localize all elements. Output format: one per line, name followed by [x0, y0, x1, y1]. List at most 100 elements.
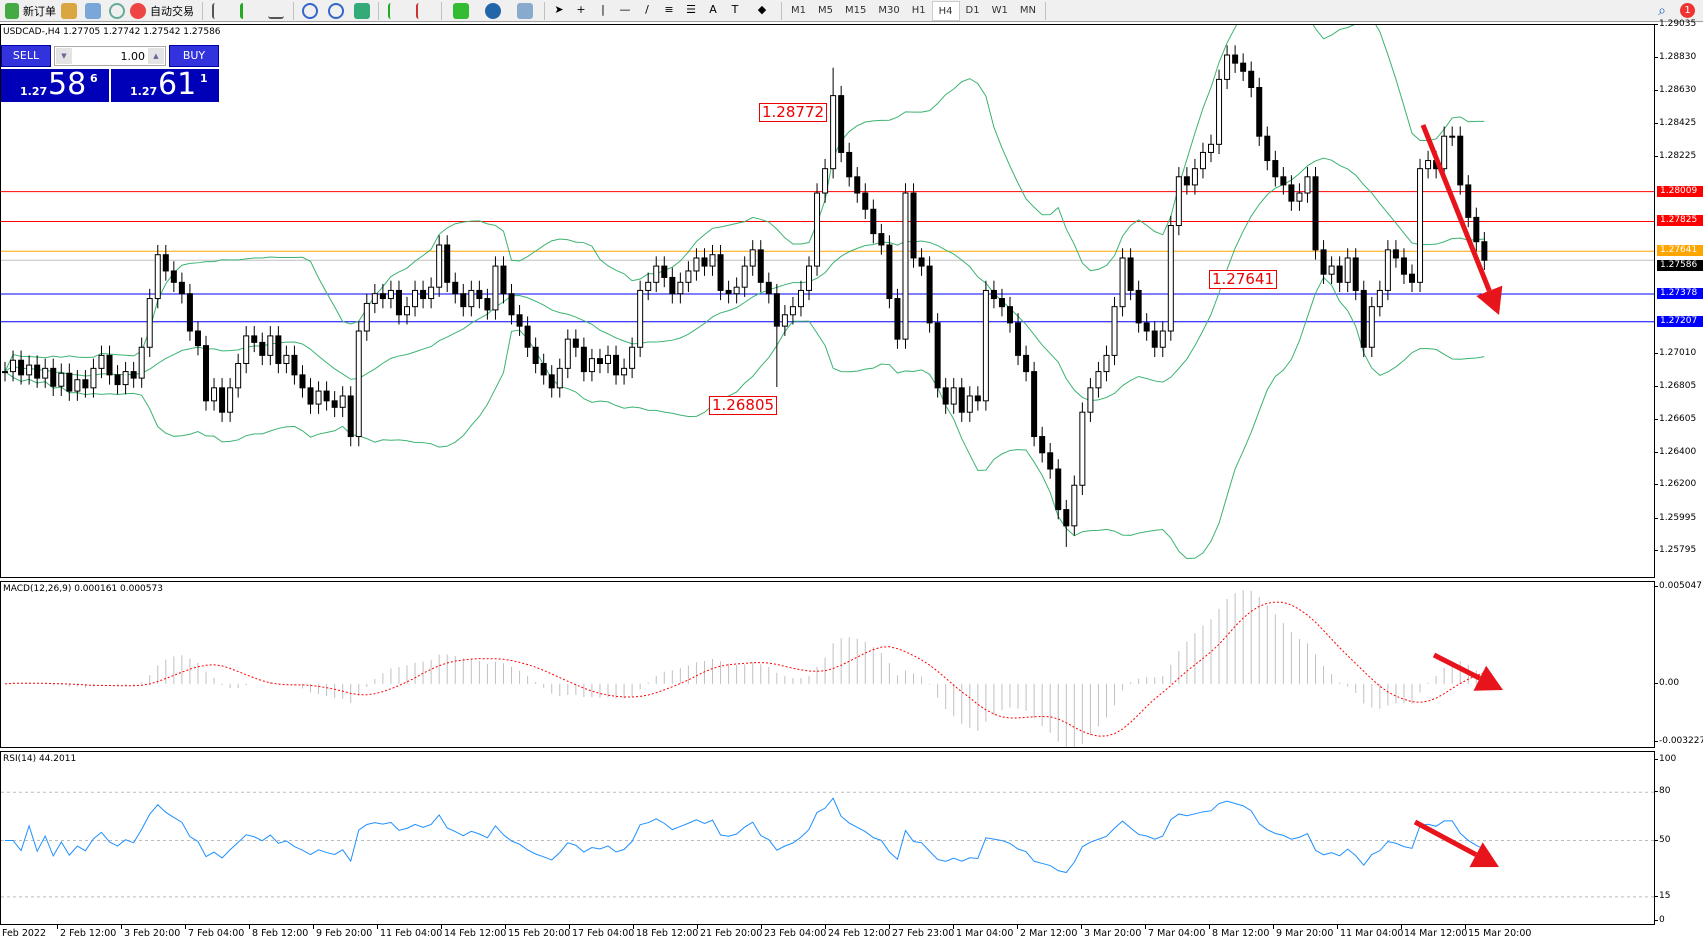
candle: [492, 256, 499, 320]
horizontal-line-icon[interactable]: —: [619, 2, 631, 16]
text-label-icon[interactable]: T: [731, 2, 739, 16]
candle: [1296, 183, 1303, 211]
candle-body: [789, 306, 796, 316]
candle-body: [516, 314, 523, 327]
candle: [814, 183, 821, 276]
candle: [653, 256, 660, 293]
candle-body: [1039, 436, 1046, 454]
candle: [154, 244, 161, 309]
candlestick-icon[interactable]: [240, 2, 256, 19]
price-chart[interactable]: USDCAD-,H4 1.27705 1.27742 1.27542 1.275…: [0, 24, 1655, 578]
candle: [1441, 126, 1448, 179]
candle: [677, 272, 684, 304]
timeframe-mn[interactable]: MN: [1019, 4, 1036, 16]
candle-body: [677, 281, 684, 295]
market-watch-icon[interactable]: [61, 2, 77, 19]
candle-body: [588, 358, 595, 373]
macd-tick: 0.005047: [1654, 581, 1702, 591]
buy-price[interactable]: 1.27 61 1: [111, 67, 219, 102]
candle: [291, 345, 298, 385]
shapes-icon[interactable]: ◆: [757, 2, 767, 16]
trend-arrow-shaft: [1420, 124, 1492, 292]
rsi-panel[interactable]: RSI(14) 44.2011: [0, 751, 1655, 925]
buy-button[interactable]: BUY: [169, 45, 219, 67]
candle-body: [66, 372, 73, 392]
timeframe-m15[interactable]: M15: [845, 4, 867, 16]
timeframe-m30[interactable]: M30: [878, 4, 900, 16]
candle: [1400, 248, 1407, 284]
timeframe-m1[interactable]: M1: [791, 4, 806, 16]
indicators-icon[interactable]: [453, 2, 469, 19]
candle: [1055, 459, 1062, 520]
candle-body: [982, 289, 989, 402]
vertical-line-icon[interactable]: |: [601, 2, 605, 16]
signals-icon[interactable]: [109, 2, 125, 19]
separator: [544, 1, 545, 20]
candle-body: [1417, 168, 1424, 283]
candle: [942, 378, 949, 414]
navigator-icon[interactable]: [85, 2, 101, 19]
notification-badge[interactable]: 1: [1680, 3, 1695, 18]
sell-button[interactable]: SELL: [1, 45, 51, 67]
candle-body: [162, 254, 169, 272]
timeframe-bar: M1 M5 M15 M30 H1 H4 D1 W1 MN: [785, 0, 1042, 21]
lot-increase-button[interactable]: ▲: [148, 48, 164, 64]
candle-body: [966, 395, 973, 413]
timeframe-h1[interactable]: H1: [911, 4, 926, 16]
timeframe-d1[interactable]: D1: [965, 4, 980, 16]
fibo-levels-icon[interactable]: ☰: [686, 2, 696, 16]
cursor-icon[interactable]: ➤: [554, 2, 564, 16]
auto-trading-button[interactable]: 自动交易: [125, 1, 199, 21]
chart-shift-icon[interactable]: [388, 2, 404, 19]
candle-body: [1191, 168, 1198, 186]
templates-icon[interactable]: [517, 2, 533, 19]
candle: [251, 326, 258, 353]
text-icon[interactable]: A: [709, 2, 717, 16]
zoom-out-icon[interactable]: [328, 2, 344, 19]
candle: [1376, 280, 1383, 317]
candle-body: [621, 367, 628, 376]
candle: [725, 280, 732, 304]
trendline-icon[interactable]: /: [645, 2, 649, 16]
timeframe-w1[interactable]: W1: [991, 4, 1008, 16]
fibonacci-icon[interactable]: ≡: [664, 2, 674, 16]
timeframe-h4[interactable]: H4: [931, 0, 960, 21]
candle-body: [1473, 216, 1480, 243]
macd-panel[interactable]: MACD(12,26,9) 0.000161 0.000573: [0, 581, 1655, 748]
lot-size-input[interactable]: ▼ 1.00 ▲: [54, 46, 166, 66]
candle-body: [950, 387, 957, 405]
candle-body: [1151, 330, 1158, 348]
bar-chart-icon[interactable]: [212, 2, 228, 19]
candle-body: [1031, 371, 1038, 438]
candle-body: [2, 371, 8, 374]
search-icon[interactable]: ⌕: [1658, 2, 1666, 19]
lot-decrease-button[interactable]: ▼: [56, 48, 72, 64]
candle-body: [580, 346, 587, 373]
autoscroll-icon[interactable]: [416, 2, 432, 19]
candle-body: [1079, 411, 1086, 486]
candle-body: [404, 306, 410, 316]
sell-price-prefix: 1.27: [20, 85, 48, 98]
candle-body: [122, 371, 129, 386]
candle: [1087, 378, 1094, 422]
tile-windows-icon[interactable]: [354, 2, 370, 19]
candle-body: [1368, 306, 1375, 348]
candle-body: [428, 286, 435, 300]
line-chart-icon[interactable]: [268, 3, 284, 19]
new-order-button[interactable]: 新订单: [0, 1, 61, 21]
zoom-in-icon[interactable]: [302, 2, 318, 19]
sell-price[interactable]: 1.27 58 6: [1, 67, 109, 102]
candle-body: [838, 95, 845, 153]
candle-body: [186, 293, 193, 332]
price-annotation: 1.26805: [709, 396, 778, 415]
macd-canvas: [4, 590, 1503, 747]
timeframe-m5[interactable]: M5: [818, 4, 833, 16]
candle-body: [637, 289, 644, 348]
candle-body: [878, 233, 885, 246]
candle: [1344, 248, 1351, 293]
candle: [757, 240, 764, 293]
crosshair-icon[interactable]: +: [576, 2, 586, 16]
candle: [693, 248, 700, 281]
periods-clock-icon[interactable]: [485, 2, 501, 19]
macd-title: MACD(12,26,9) 0.000161 0.000573: [3, 584, 163, 594]
